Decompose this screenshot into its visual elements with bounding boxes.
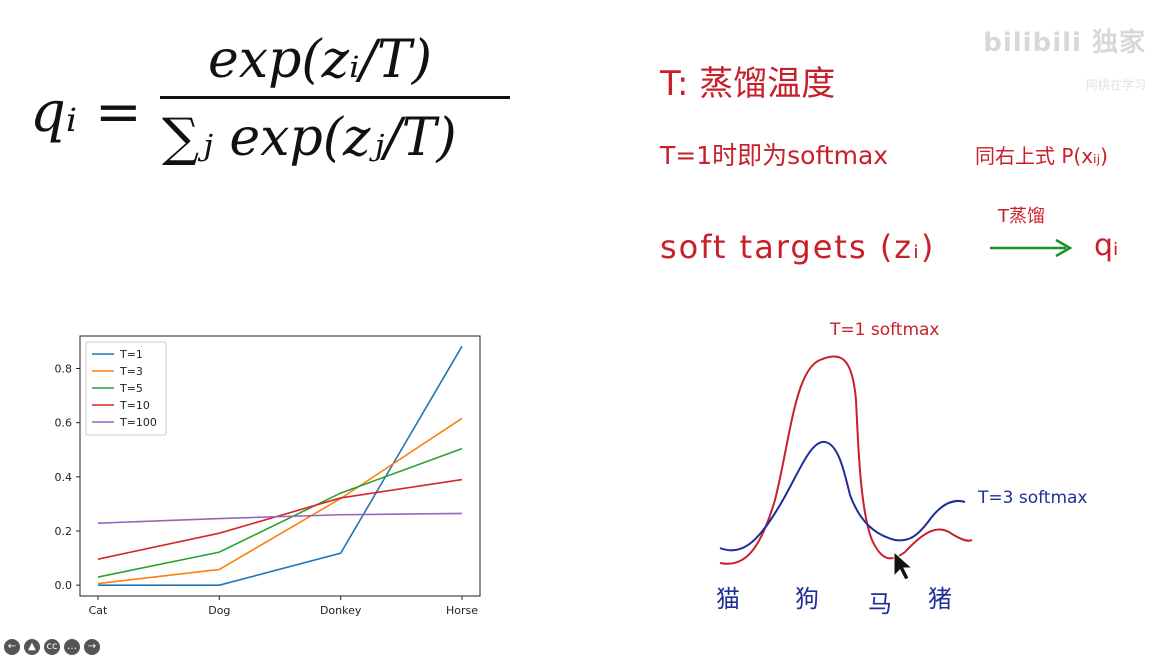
- x-tick-label-0: Cat: [89, 604, 108, 617]
- legend-label-T=1: T=1: [119, 348, 143, 361]
- y-tick-label-0: 0.0: [55, 579, 73, 592]
- x-tick-label-3: Horse: [446, 604, 478, 617]
- legend-label-T=3: T=3: [119, 365, 143, 378]
- formula-denominator: ∑ⱼ exp(zⱼ/T): [162, 108, 457, 168]
- plot-frame: [79, 335, 481, 597]
- distribution-sketch: T=1 softmax T=3 softmax 猫 狗 马 猪: [700, 300, 1160, 630]
- annotation-qi: qᵢ: [1094, 228, 1119, 263]
- annotation-same-as-formula: 同右上式 P(xᵢⱼ): [975, 144, 1108, 168]
- chart-svg: 0.0 0.2 0.4 0.6 0.8 Cat Dog Donkey Horse T=1 T=3 T=…: [55, 335, 481, 617]
- y-tick-label-3: 0.6: [55, 417, 73, 430]
- y-tick-label-2: 0.4: [55, 471, 73, 484]
- sketch-curve-t1: [719, 355, 973, 565]
- annotation-soft-targets: soft targets (zᵢ): [660, 228, 936, 266]
- legend-label-T=100: T=100: [119, 416, 157, 429]
- watermark-subtitle: 阿桃在学习: [1085, 78, 1146, 92]
- legend-box: [85, 341, 167, 436]
- softmax-temperature-formula: qᵢ = exp(zᵢ/T) ∑ⱼ exp(zⱼ/T): [30, 20, 520, 190]
- prev-icon[interactable]: ←: [4, 639, 20, 655]
- label-t1-softmax: T=1 softmax: [829, 320, 940, 340]
- x-label-dog: 狗: [795, 585, 819, 613]
- more-icon[interactable]: …: [64, 639, 80, 655]
- series-line-T=5: [97, 447, 463, 578]
- arrow-label: T蒸馏: [998, 206, 1045, 227]
- y-tick-label-1: 0.2: [55, 525, 73, 538]
- sketch-curve-t3: [719, 440, 966, 552]
- player-controls: ← ▲ cc … →: [4, 639, 100, 655]
- temperature-line-chart: 0.0 0.2 0.4 0.6 0.8 Cat Dog Donkey Horse T=1 T=3 T=…: [40, 328, 500, 628]
- series-line-T=10: [97, 478, 463, 560]
- series-line-T=100: [97, 512, 463, 524]
- x-label-pig: 猪: [928, 585, 952, 613]
- legend-label-T=5: T=5: [119, 382, 143, 395]
- distill-arrow: [990, 238, 1073, 258]
- next-icon[interactable]: →: [84, 639, 100, 655]
- series-line-T=1: [98, 345, 463, 586]
- bilibili-watermark: bilibili 独家: [983, 28, 1146, 58]
- menu-icon[interactable]: ▲: [24, 639, 40, 655]
- y-tick-label-4: 0.8: [55, 363, 73, 376]
- x-tick-label-2: Donkey: [320, 604, 362, 617]
- captions-icon[interactable]: cc: [44, 639, 60, 655]
- formula-lhs: qᵢ =: [30, 80, 142, 145]
- series-line-T=3: [97, 417, 463, 585]
- formula-numerator: exp(zᵢ/T): [208, 30, 433, 90]
- fraction-bar: [160, 96, 510, 99]
- x-label-horse: 马: [868, 590, 892, 618]
- annotation-softmax-t1: T=1时即为softmax: [660, 141, 889, 170]
- x-label-cat: 猫: [716, 585, 740, 613]
- legend-label-T=10: T=10: [119, 399, 150, 412]
- label-t3-softmax: T=3 softmax: [977, 488, 1088, 508]
- annotation-temperature: T: 蒸馏温度: [660, 64, 836, 104]
- mouse-cursor-icon: [893, 550, 914, 581]
- x-tick-label-1: Dog: [208, 604, 230, 617]
